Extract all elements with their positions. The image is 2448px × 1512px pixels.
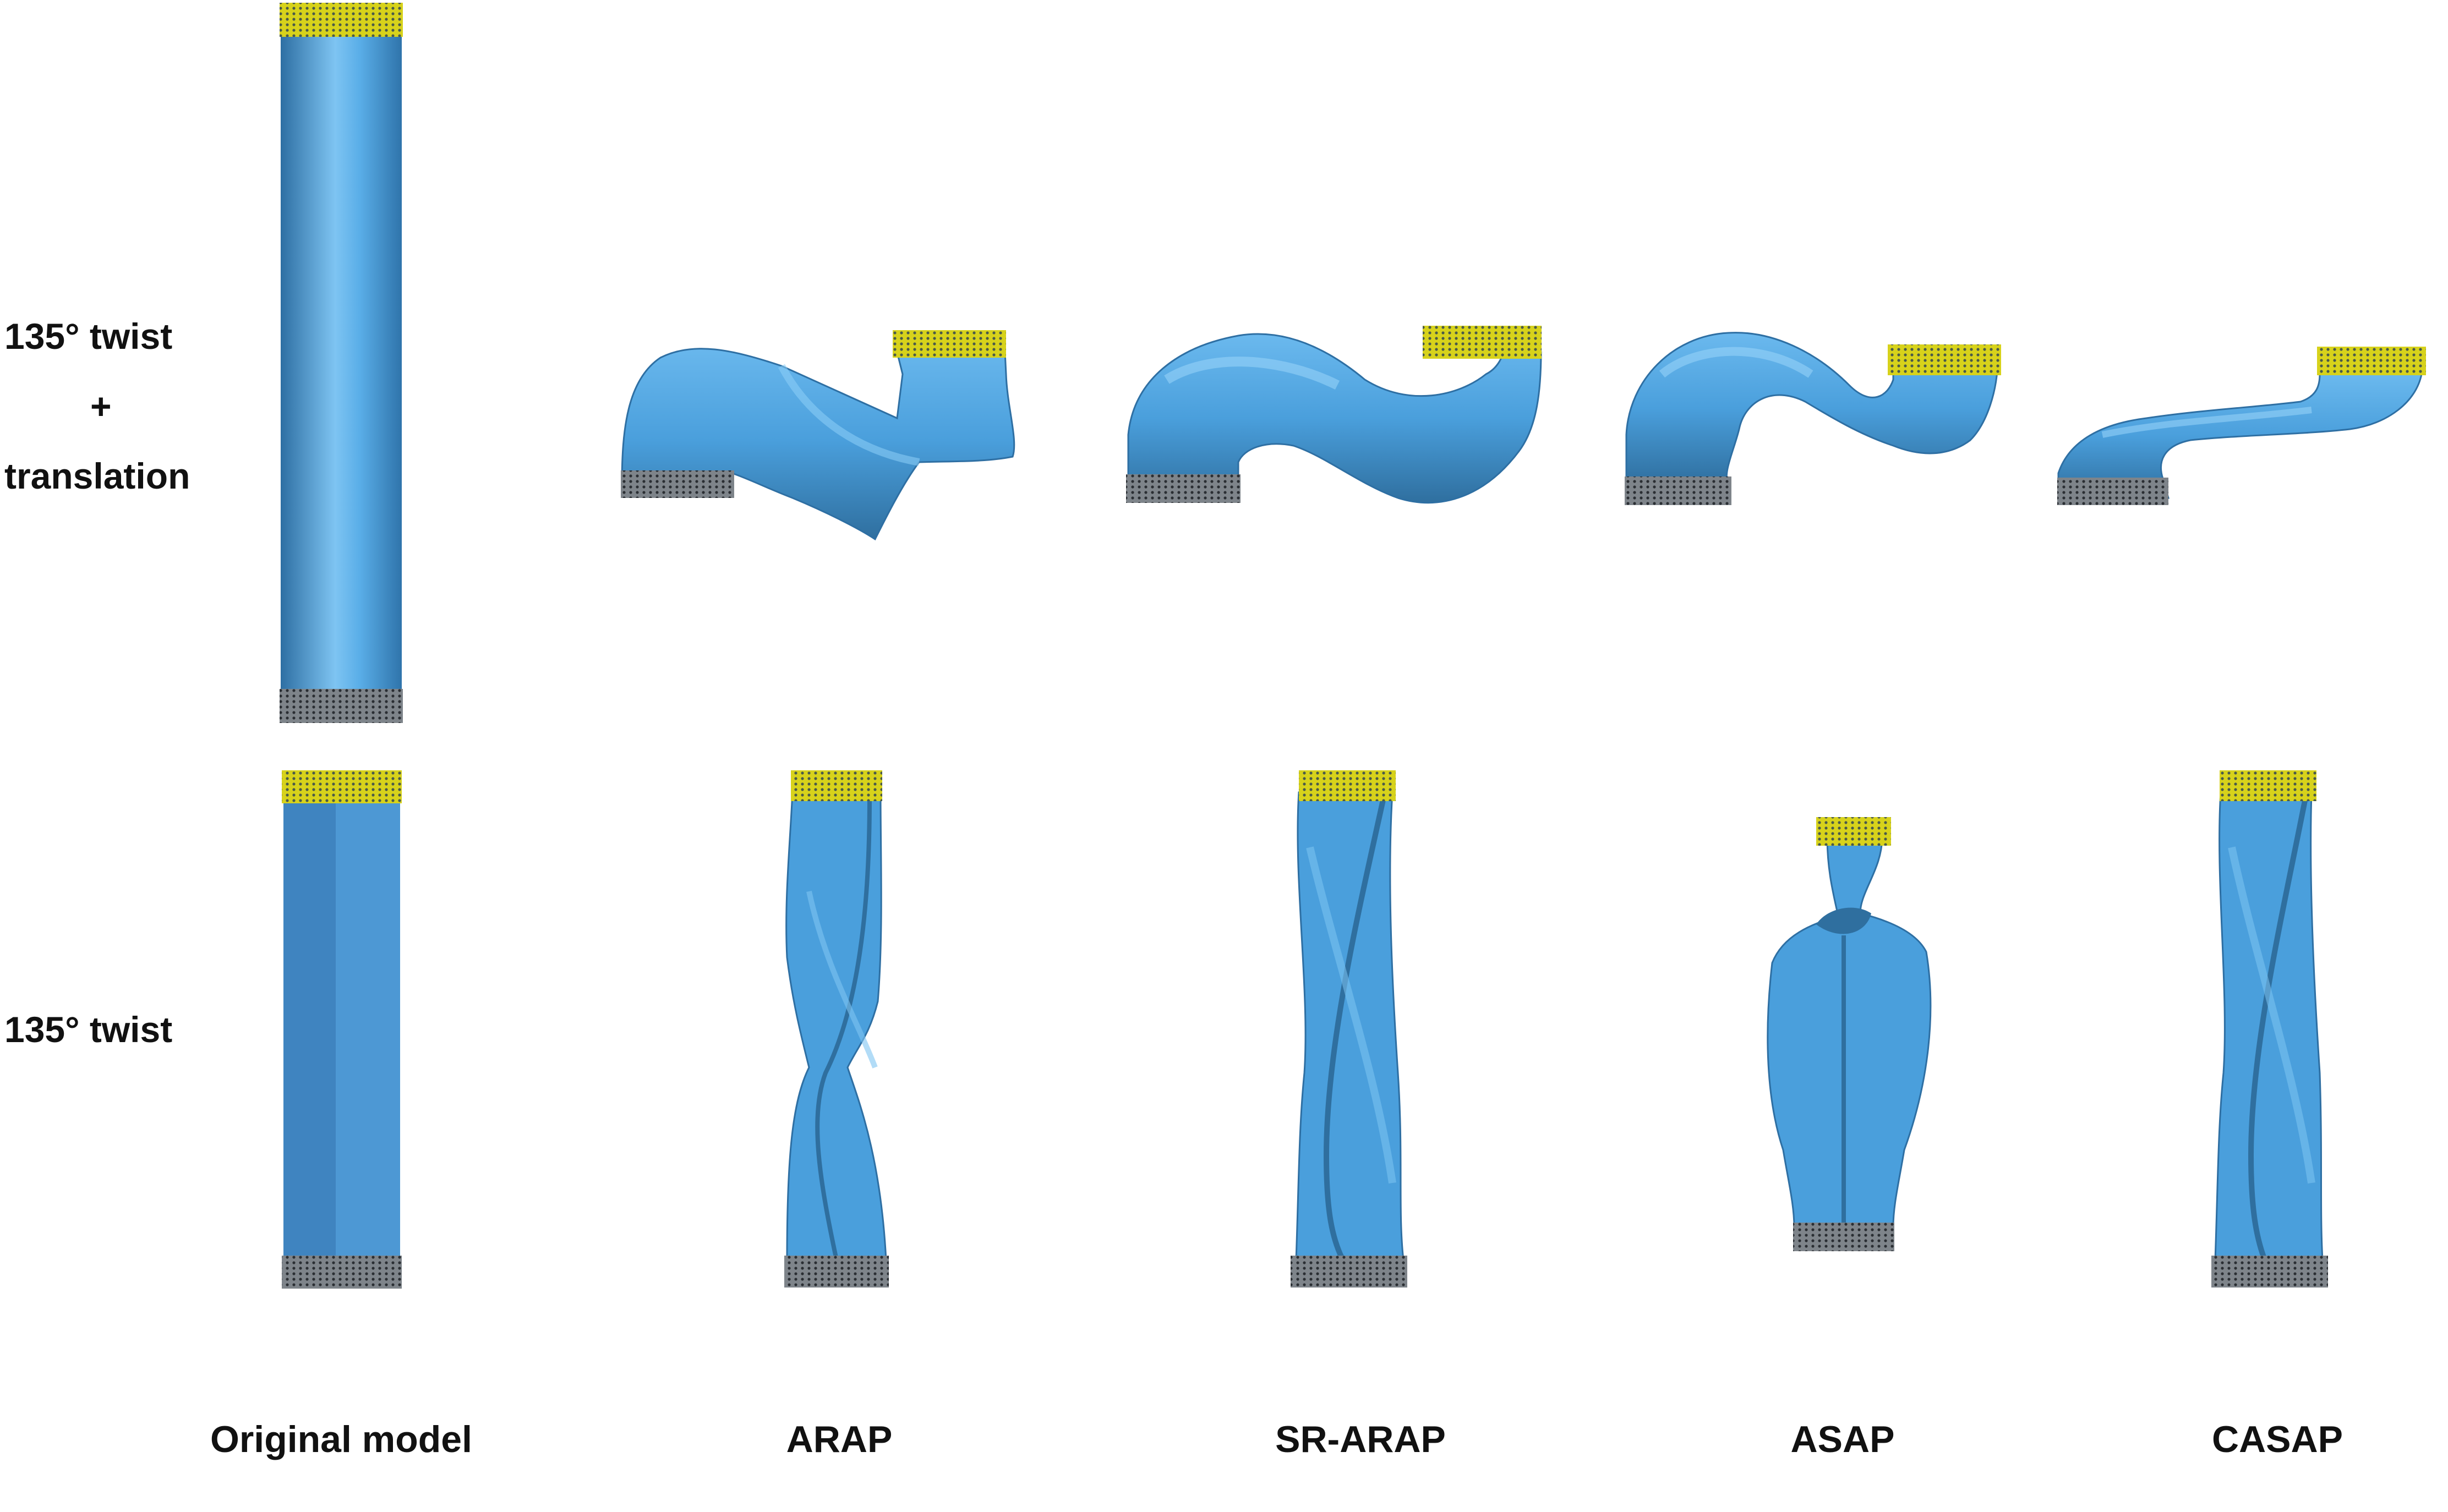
asap-tube-twist-translation xyxy=(1625,332,2001,505)
casap-tube-twist-translation xyxy=(2057,347,2426,505)
top-handle xyxy=(893,330,1006,358)
bottom-handle xyxy=(1625,476,1731,505)
bottom-handle xyxy=(1793,1223,1894,1251)
top-handle xyxy=(2317,347,2426,375)
top-handle xyxy=(1299,770,1396,801)
arap-tube-twist-translation xyxy=(621,330,1015,541)
arap-twisted-bar xyxy=(784,770,889,1288)
bottom-handle xyxy=(1126,474,1241,503)
top-handle xyxy=(1816,817,1891,846)
row-label-twist-translation-line2: + xyxy=(90,386,112,426)
asap-twisted-bar xyxy=(1767,817,1932,1251)
bottom-handle xyxy=(784,1256,889,1288)
bottom-handle xyxy=(621,470,734,498)
sr-arap-tube-twist-translation xyxy=(1126,326,1542,504)
original-cylinder xyxy=(280,3,403,723)
top-handle xyxy=(280,3,403,37)
bottom-handle xyxy=(280,689,403,723)
bottom-handle xyxy=(2211,1256,2328,1288)
row-label-twist-translation-line3: translation xyxy=(4,456,190,496)
bottom-handle xyxy=(1291,1256,1407,1288)
row-label-twist-translation-line1: 135° twist xyxy=(4,316,173,357)
column-label-arap: ARAP xyxy=(786,1418,893,1460)
top-handle xyxy=(282,770,402,803)
casap-twisted-bar xyxy=(2211,770,2328,1288)
column-label-casap: CASAP xyxy=(2211,1418,2343,1460)
top-handle xyxy=(1888,344,2001,375)
sr-arap-twisted-bar xyxy=(1291,770,1407,1288)
top-handle xyxy=(791,770,882,801)
original-square-bar xyxy=(282,770,402,1289)
top-handle xyxy=(1423,326,1542,359)
top-handle xyxy=(2220,770,2316,801)
row-label-twist: 135° twist xyxy=(4,1009,173,1050)
column-label-asap: ASAP xyxy=(1790,1418,1895,1460)
column-label-original-model: Original model xyxy=(210,1418,473,1460)
bottom-handle xyxy=(2057,478,2168,505)
column-label-sr-arap: SR-ARAP xyxy=(1275,1418,1446,1460)
bottom-handle xyxy=(282,1256,402,1289)
